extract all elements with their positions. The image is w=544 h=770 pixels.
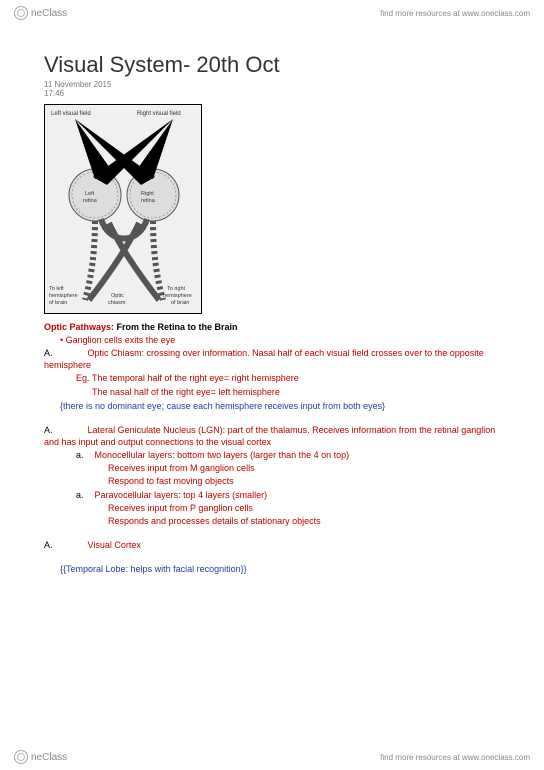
mono-sub2: Respond to fast moving objects bbox=[44, 475, 500, 487]
optic-pathway-diagram: Left visual field Right visual field Lef… bbox=[44, 104, 202, 314]
brand-logo: neClass bbox=[14, 6, 67, 20]
document-date: 11 November 2015 bbox=[44, 80, 500, 89]
section-heading: Optic Pathways: From the Retina to the B… bbox=[44, 322, 500, 332]
document-time: 17:46 bbox=[44, 89, 500, 98]
svg-text:Optic: Optic bbox=[111, 293, 124, 299]
item-lgn: A. Lateral Geniculate Nucleus (LGN): par… bbox=[44, 424, 500, 448]
heading-prefix: Optic Pathways: bbox=[44, 322, 117, 332]
brand-logo-text-footer: neClass bbox=[31, 752, 67, 763]
eg-temporal: Eg. The temporal half of the right eye= … bbox=[44, 372, 500, 384]
a2-text: Lateral Geniculate Nucleus (LGN): part o… bbox=[44, 425, 495, 447]
item-optic-chiasm: A. Optic Chiasm: crossing over informati… bbox=[44, 347, 500, 371]
page-footer: neClass find more resources at www.onecl… bbox=[0, 746, 544, 770]
svg-text:hemisphere: hemisphere bbox=[163, 293, 192, 299]
a3-marker: A. bbox=[44, 540, 53, 550]
note-temporal-lobe: {{Temporal Lobe: helps with facial recog… bbox=[44, 563, 500, 575]
diagram-label-top-right: Right visual field bbox=[137, 111, 181, 117]
svg-text:To left: To left bbox=[49, 286, 64, 292]
document-content: Visual System- 20th Oct 11 November 2015… bbox=[0, 24, 544, 575]
eg-nasal: The nasal half of the right eye= left he… bbox=[44, 386, 500, 398]
svg-text:hemisphere: hemisphere bbox=[49, 293, 78, 299]
header-resources-link[interactable]: find more resources at www.oneclass.com bbox=[380, 9, 530, 18]
a1-marker: A. bbox=[44, 348, 53, 358]
svg-text:of brain: of brain bbox=[171, 300, 189, 306]
para-sub1: Receives input from P ganglion cells bbox=[44, 502, 500, 514]
heading-rest: From the Retina to the Brain bbox=[117, 322, 238, 332]
diagram-left-eye-label: Left bbox=[85, 191, 95, 197]
document-title: Visual System- 20th Oct bbox=[44, 52, 500, 78]
brand-logo-text: neClass bbox=[31, 8, 67, 19]
item-visual-cortex: A. Visual Cortex bbox=[44, 539, 500, 551]
page-header: neClass find more resources at www.onecl… bbox=[0, 0, 544, 24]
note-no-dominant-eye: {there is no dominant eye; cause each he… bbox=[44, 400, 500, 412]
diagram-label-top-left: Left visual field bbox=[51, 111, 91, 117]
diagram-svg: Left visual field Right visual field Lef… bbox=[45, 105, 202, 314]
a3-text: Visual Cortex bbox=[88, 540, 141, 550]
a2a-text: Monocellular layers: bottom two layers (… bbox=[95, 450, 350, 460]
logo-ring-icon bbox=[14, 6, 28, 20]
brand-logo-footer: neClass bbox=[14, 750, 67, 764]
a2b-text: Paravocellular layers: top 4 layers (sma… bbox=[95, 490, 268, 500]
bullet-ganglion: Ganglion cells exits the eye bbox=[44, 334, 500, 346]
a2a-marker: a. bbox=[76, 450, 84, 460]
diagram-right-eye-label: Right bbox=[141, 191, 154, 197]
para-sub2: Responds and processes details of statio… bbox=[44, 515, 500, 527]
svg-text:chiasm: chiasm bbox=[108, 300, 126, 306]
svg-text:of brain: of brain bbox=[49, 300, 67, 306]
a2b-marker: a. bbox=[76, 490, 84, 500]
a2-marker: A. bbox=[44, 425, 53, 435]
svg-text:retina: retina bbox=[83, 198, 98, 204]
mono-sub1: Receives input from M ganglion cells bbox=[44, 462, 500, 474]
item-paravocellular: a. Paravocellular layers: top 4 layers (… bbox=[44, 489, 500, 501]
a1-text: Optic Chiasm: crossing over information.… bbox=[44, 348, 484, 370]
item-monocellular: a. Monocellular layers: bottom two layer… bbox=[44, 449, 500, 461]
svg-text:To right: To right bbox=[167, 286, 186, 292]
footer-resources-link[interactable]: find more resources at www.oneclass.com bbox=[380, 753, 530, 762]
logo-ring-icon bbox=[14, 750, 28, 764]
svg-text:retina: retina bbox=[141, 198, 156, 204]
